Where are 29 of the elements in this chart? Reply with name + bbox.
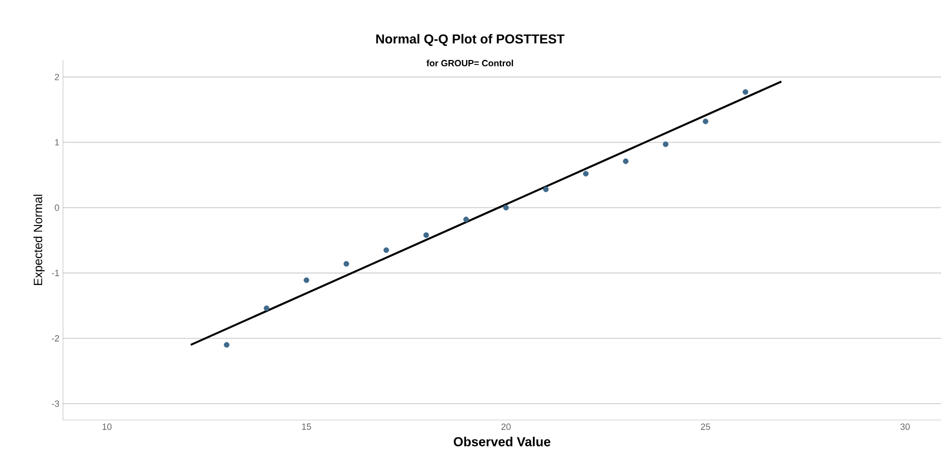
y-tick-label: 0 (54, 204, 60, 211)
chart-title: Normal Q-Q Plot of POSTTEST (376, 34, 564, 46)
x-axis-title: Observed Value (454, 436, 550, 446)
y-tick-label: 2 (54, 74, 60, 80)
chart-subtitle: for GROUP= Control (426, 60, 513, 66)
point (662, 141, 668, 148)
point (304, 277, 310, 283)
y-axis-title: Expected Normal (33, 194, 45, 286)
point (264, 305, 270, 312)
point (383, 247, 390, 253)
y-tick-label: -2 (52, 335, 60, 342)
y-tick-label: -3 (52, 400, 60, 407)
x-tick-label: 30 (900, 424, 910, 430)
point (742, 89, 748, 95)
point (543, 186, 549, 192)
y-tick-label: 1 (55, 139, 60, 146)
point (463, 216, 469, 222)
point (224, 342, 230, 348)
point (344, 261, 350, 267)
x-tick-label: 10 (102, 424, 112, 430)
x-tick-label: 25 (700, 424, 710, 430)
x-tick-label: 15 (302, 424, 312, 430)
point (583, 170, 589, 176)
x-tick-label: 20 (501, 424, 511, 430)
y-tick-label: -1 (52, 270, 60, 276)
point (622, 158, 629, 164)
point (503, 204, 509, 210)
point (423, 232, 429, 238)
point (702, 118, 708, 124)
